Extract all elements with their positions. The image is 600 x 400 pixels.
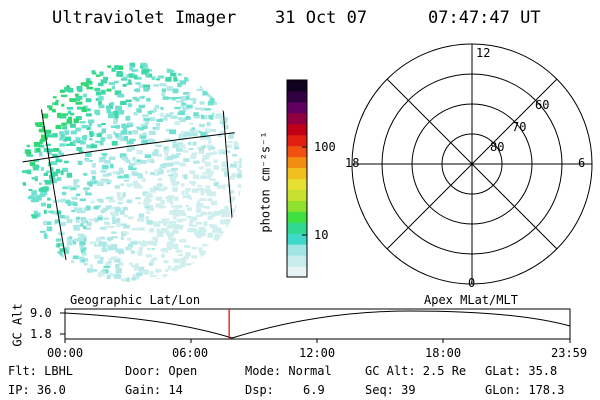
apex-caption: Apex MLat/MLT	[424, 293, 518, 307]
colorbar-segment	[287, 167, 307, 179]
gc-alt-status: GC Alt: 2.5 Re	[365, 364, 467, 378]
geographic-caption: Geographic Lat/Lon	[70, 293, 201, 307]
colorbar-unit-label: photon cm⁻²s⁻¹	[258, 131, 273, 233]
colorbar-segment	[287, 222, 307, 234]
altitude-curve	[64, 310, 571, 339]
colorbar-segment	[287, 255, 307, 267]
time-tick-1800: 18:00	[425, 346, 462, 360]
colorbar-segment	[287, 233, 307, 245]
mlt-label-18: 18	[345, 156, 360, 170]
colorbar-segment	[287, 189, 307, 201]
altitude-ytick-1.8: 1.8	[30, 327, 52, 341]
mlt-label-6: 6	[578, 156, 586, 170]
date-label: 31 Oct 07	[275, 8, 368, 28]
colorbar-segment	[287, 244, 307, 256]
colorbar-tick-100: 100	[314, 140, 336, 154]
seq-status: Seq: 39	[365, 383, 416, 397]
altitude-ytick-9: 9.0	[30, 306, 52, 320]
lat-label-70: 70	[512, 120, 527, 134]
colorbar-tick-10: 10	[314, 228, 329, 242]
lat-label-80: 80	[490, 140, 505, 154]
colorbar-segment	[287, 123, 307, 136]
mlt-label-0: 0	[468, 276, 476, 290]
filter-status: Flt: LBHL	[8, 364, 74, 378]
time-tick-2359: 23:59	[551, 346, 588, 360]
colorbar-segment	[287, 145, 307, 158]
app-title: Ultraviolet Imager	[52, 8, 237, 28]
polar-grid	[351, 43, 593, 285]
altitude-ylabel: GC Alt	[10, 303, 25, 347]
lat-label-60: 60	[535, 98, 550, 112]
colorbar	[286, 79, 308, 278]
mode-status: Mode: Normal	[245, 364, 332, 378]
colorbar-segment	[287, 211, 307, 223]
colorbar-segment	[287, 178, 307, 190]
time-tick-0000: 00:00	[47, 346, 84, 360]
gain-status: Gain: 14	[125, 383, 183, 397]
latitude-line	[22, 131, 241, 163]
colorbar-segment	[287, 156, 307, 169]
colorbar-segment	[287, 266, 307, 278]
colorbar-segment	[287, 80, 307, 92]
time-tick-0600: 06:00	[172, 346, 209, 360]
time-label: 07:47:47 UT	[428, 8, 541, 28]
glon-status: GLon: 178.3	[485, 383, 565, 397]
door-status: Door: Open	[125, 364, 198, 378]
dsp-label: Dsp:	[245, 383, 274, 397]
colorbar-segment	[287, 134, 307, 147]
ip-status: IP: 36.0	[8, 383, 66, 397]
colorbar-segment	[287, 101, 307, 114]
time-tick-1200: 12:00	[299, 346, 336, 360]
colorbar-frame	[286, 79, 308, 278]
glat-status: GLat: 35.8	[485, 364, 558, 378]
dsp-value: 6.9	[303, 383, 325, 397]
altitude-plot	[60, 308, 571, 343]
uv-image-panel	[22, 62, 242, 282]
mlt-label-12: 12	[476, 46, 491, 60]
colorbar-segment	[287, 90, 307, 103]
colorbar-segment	[287, 112, 307, 125]
colorbar-segment	[287, 200, 307, 212]
